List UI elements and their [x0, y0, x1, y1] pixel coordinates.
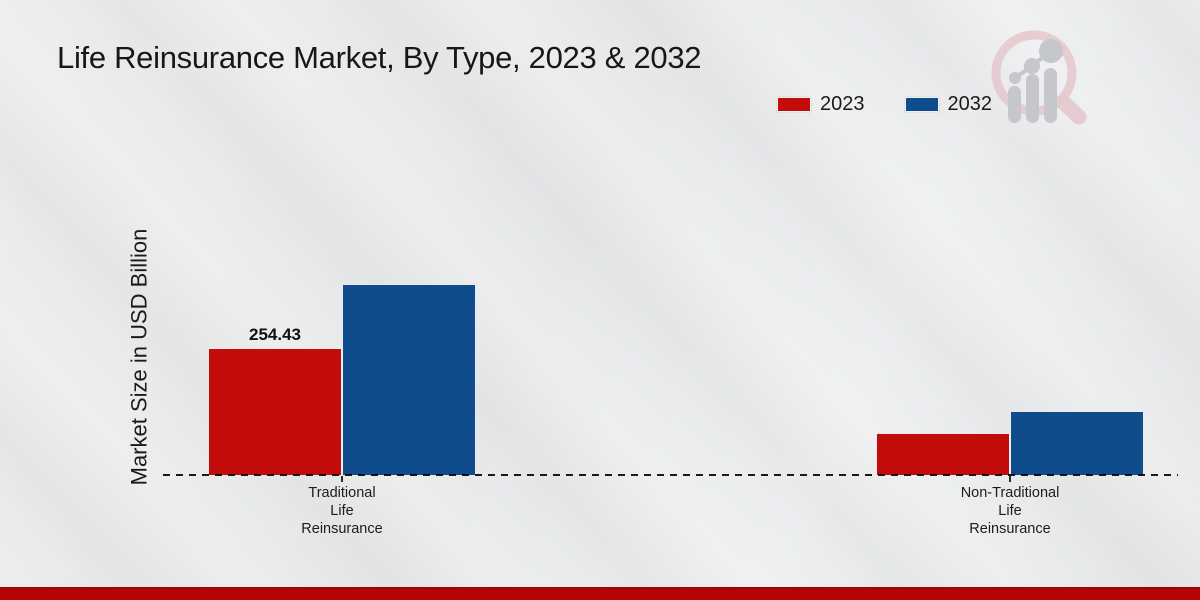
legend-item-2023: 2023 — [777, 93, 865, 116]
x-axis-tick — [341, 476, 343, 482]
category-label-line: Life — [998, 503, 1022, 519]
legend: 2023 2032 — [777, 93, 992, 116]
legend-label-2023: 2023 — [820, 93, 865, 115]
legend-item-2032: 2032 — [904, 93, 993, 116]
category-label-traditional-life-reinsurance: Traditional Life Reinsurance — [232, 484, 452, 538]
x-axis-tick — [1009, 476, 1011, 482]
category-label-non-traditional-life-reinsurance: Non-Traditional Life Reinsurance — [900, 484, 1120, 538]
magnifier-bar-chart-logo-icon — [991, 30, 1087, 125]
bar-value-label: 254.43 — [249, 325, 301, 344]
bar-2023-non-traditional-life-reinsurance — [876, 433, 1010, 475]
category-label-line: Reinsurance — [969, 521, 1051, 537]
category-label-line: Reinsurance — [301, 521, 383, 537]
category-label-line: Traditional — [308, 485, 376, 501]
bar-2032-non-traditional-life-reinsurance — [1010, 411, 1144, 475]
x-axis-baseline — [163, 474, 1178, 476]
category-label-line: Non-Traditional — [960, 485, 1060, 501]
legend-swatch-2032 — [904, 97, 939, 112]
legend-label-2032: 2032 — [947, 93, 993, 115]
bar-2023-traditional-life-reinsurance — [208, 348, 342, 475]
chart-title: Life Reinsurance Market, By Type, 2023 &… — [57, 40, 702, 75]
category-label-line: Life — [330, 503, 354, 519]
bar-2032-traditional-life-reinsurance — [342, 284, 476, 475]
legend-swatch-2023 — [777, 97, 811, 112]
footer-accent-bar — [0, 587, 1200, 600]
